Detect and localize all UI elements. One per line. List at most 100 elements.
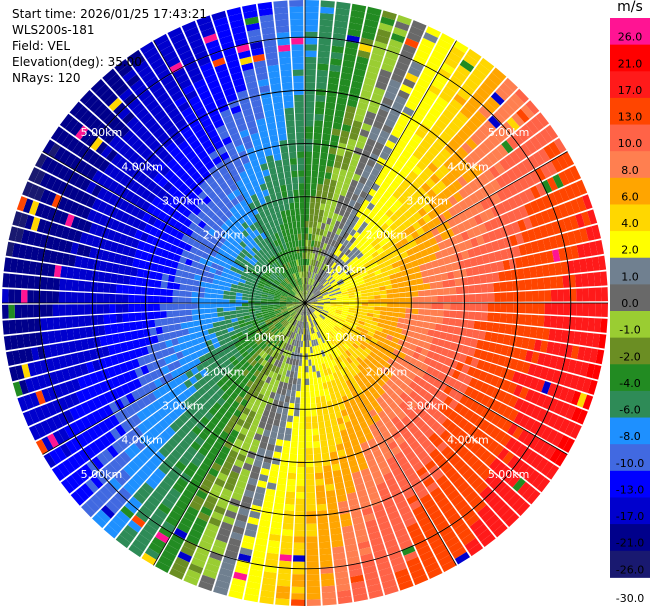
velocity-gate (421, 327, 429, 335)
velocity-gate (336, 494, 347, 503)
velocity-gate (434, 274, 443, 282)
velocity-gate (453, 459, 466, 471)
velocity-gate (321, 291, 329, 296)
velocity-gate (281, 309, 288, 314)
velocity-gate (328, 387, 335, 395)
velocity-gate (313, 288, 319, 295)
velocity-gate (369, 275, 377, 282)
velocity-gate (302, 315, 304, 322)
velocity-gate (427, 329, 435, 337)
velocity-gate (373, 162, 384, 172)
velocity-gate (462, 374, 473, 386)
velocity-gate (91, 359, 101, 372)
velocity-gate (443, 357, 453, 367)
velocity-gate (52, 278, 61, 291)
velocity-gate (58, 291, 66, 303)
velocity-gate (84, 292, 91, 303)
velocity-gate (292, 358, 297, 366)
velocity-gate (517, 481, 531, 497)
velocity-gate (238, 365, 246, 374)
velocity-gate (155, 350, 164, 360)
velocity-gate (335, 323, 343, 329)
velocity-gate (357, 415, 366, 424)
velocity-gate (386, 185, 396, 195)
velocity-gate (375, 419, 385, 429)
velocity-gate (451, 369, 461, 380)
velocity-gate (411, 133, 423, 144)
velocity-gate (360, 552, 374, 562)
velocity-gate (188, 385, 198, 395)
velocity-gate (320, 255, 326, 263)
velocity-gate (374, 434, 384, 444)
velocity-gate (421, 95, 435, 107)
velocity-gate (477, 264, 486, 275)
velocity-gate (198, 540, 213, 551)
velocity-gate (333, 26, 347, 35)
velocity-gate (291, 428, 299, 436)
velocity-gate (296, 352, 300, 360)
velocity-gate (335, 228, 342, 236)
velocity-gate (195, 331, 203, 339)
velocity-gate (220, 445, 231, 455)
velocity-gate (179, 413, 189, 424)
velocity-gate (394, 387, 404, 397)
velocity-gate (365, 373, 373, 382)
velocity-gate (306, 309, 308, 316)
velocity-gate (369, 351, 377, 359)
velocity-gate (163, 475, 176, 487)
velocity-gate (445, 80, 460, 93)
velocity-gate (333, 431, 341, 439)
velocity-gate (113, 343, 123, 354)
velocity-gate (324, 317, 331, 323)
velocity-gate (329, 296, 337, 299)
velocity-gate (179, 373, 189, 383)
velocity-gate (204, 287, 212, 294)
velocity-gate (344, 332, 351, 339)
velocity-gate (354, 259, 361, 266)
velocity-gate (510, 269, 519, 280)
velocity-gate (323, 465, 332, 473)
velocity-gate (390, 392, 399, 401)
velocity-gate (362, 325, 370, 331)
velocity-gate (344, 479, 355, 488)
velocity-gate (557, 371, 568, 386)
velocity-gate (316, 503, 327, 511)
velocity-gate (305, 397, 311, 404)
velocity-gate (426, 481, 439, 493)
velocity-gate (570, 345, 580, 360)
velocity-gate (469, 257, 478, 267)
velocity-gate (552, 205, 563, 220)
velocity-gate (339, 285, 347, 290)
velocity-gate (329, 260, 335, 268)
velocity-gate (353, 366, 361, 375)
velocity-gate (380, 222, 389, 231)
velocity-gate (448, 279, 456, 287)
velocity-gate (92, 396, 103, 410)
velocity-gate (185, 340, 194, 349)
velocity-gate (178, 403, 188, 413)
velocity-gate (353, 313, 361, 318)
velocity-gate (58, 427, 70, 442)
velocity-gate (453, 203, 463, 214)
velocity-gate (329, 308, 336, 311)
velocity-gate (343, 366, 350, 374)
velocity-gate (391, 316, 399, 323)
velocity-gate (482, 361, 492, 373)
velocity-gate (322, 127, 332, 135)
velocity-gate (476, 159, 489, 173)
velocity-gate (475, 463, 488, 477)
velocity-gate (330, 304, 337, 307)
velocity-gate (305, 138, 313, 146)
velocity-gate (201, 347, 210, 355)
velocity-gate (528, 214, 539, 228)
velocity-gate (158, 358, 167, 368)
velocity-gate (416, 466, 428, 478)
velocity-gate (320, 288, 327, 293)
velocity-gate (371, 279, 379, 285)
velocity-gate (191, 297, 198, 303)
velocity-gate (260, 415, 268, 424)
velocity-gate (287, 307, 294, 311)
velocity-gate (275, 439, 284, 447)
velocity-gate (397, 55, 412, 66)
velocity-gate (66, 328, 75, 341)
